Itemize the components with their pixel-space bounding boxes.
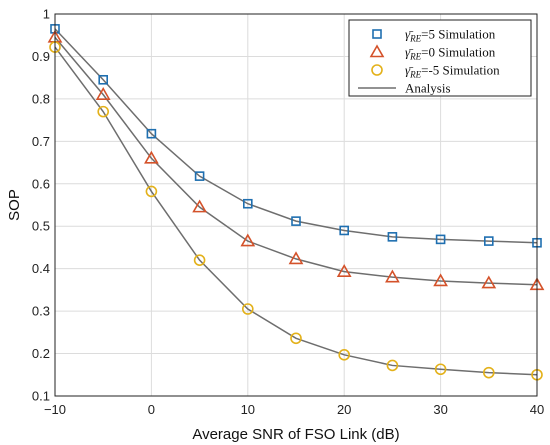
- data-point-circle: [97, 105, 109, 118]
- y-tick-label: 0.8: [32, 91, 50, 106]
- y-tick-label: 0.3: [32, 304, 50, 319]
- data-point-square: [243, 198, 253, 209]
- x-tick-label: 40: [530, 402, 544, 417]
- x-axis-label: Average SNR of FSO Link (dB): [192, 426, 399, 443]
- data-point-square: [291, 216, 301, 226]
- legend-marker-triangle: [369, 44, 385, 58]
- y-tick-label: 0.9: [32, 49, 50, 64]
- data-point-circle: [290, 332, 302, 345]
- data-point-triangle: [240, 233, 256, 247]
- data-point-circle: [145, 185, 158, 198]
- data-point-circle: [242, 303, 254, 315]
- data-point-circle: [482, 366, 495, 379]
- y-tick-label: 0.5: [32, 219, 50, 234]
- data-point-triangle: [481, 275, 497, 289]
- x-tick-labels: −10 0 10 20 30 40: [44, 402, 544, 417]
- data-point-triangle: [192, 199, 207, 213]
- y-tick-label: 1: [43, 7, 50, 22]
- data-point-triangle: [95, 87, 111, 100]
- plot-frame: [54, 13, 538, 397]
- legend-box: [348, 19, 532, 97]
- y-tick-label: 0.7: [32, 134, 50, 149]
- grid: [55, 14, 537, 396]
- x-tick-label: −10: [44, 402, 66, 417]
- data-point-triangle: [336, 264, 352, 277]
- data-point-triangle: [433, 273, 448, 287]
- y-tick-label: 0.4: [32, 261, 50, 276]
- x-tick-label: 0: [148, 402, 155, 417]
- legend-marker-square: [372, 29, 382, 39]
- y-tick-labels: 0.1 0.2 0.3 0.4 0.5 0.6 0.7 0.8 0.9 1: [32, 7, 50, 404]
- data-point-circle: [338, 349, 351, 361]
- data-point-triangle: [288, 251, 304, 265]
- y-axis-label: SOP: [6, 189, 23, 221]
- analysis-line-3: [54, 46, 538, 376]
- legend-label: γ̄RE=0 Simulation: [405, 45, 496, 62]
- data-point-square: [483, 236, 494, 246]
- y-tick-label: 0.1: [32, 389, 50, 404]
- x-tick-label: 20: [337, 402, 351, 417]
- x-tick-label: 30: [433, 402, 447, 417]
- data-point-circle: [193, 254, 206, 266]
- y-tick-label: 0.2: [32, 346, 50, 361]
- data-point-triangle: [144, 150, 159, 164]
- data-point-square: [339, 225, 350, 236]
- data-point-circle: [386, 359, 399, 372]
- legend-label: Analysis: [405, 81, 451, 96]
- x-tick-label: 10: [241, 402, 255, 417]
- data-point-circle: [434, 363, 447, 376]
- analysis-line-2: [54, 36, 538, 286]
- data-point-square: [435, 234, 446, 245]
- data-point-triangle: [385, 269, 400, 283]
- data-point-square: [98, 74, 108, 85]
- analysis-lines: [54, 28, 538, 376]
- legend-marker-circle: [371, 64, 383, 76]
- data-point-square: [194, 171, 205, 181]
- data-point-square: [146, 128, 157, 139]
- data-point-square: [387, 232, 398, 242]
- analysis-line-1: [54, 28, 538, 244]
- y-tick-label: 0.6: [32, 176, 50, 191]
- legend-label: γ̄RE=5 Simulation: [405, 27, 496, 44]
- legend-label: γ̄RE=-5 Simulation: [405, 63, 500, 80]
